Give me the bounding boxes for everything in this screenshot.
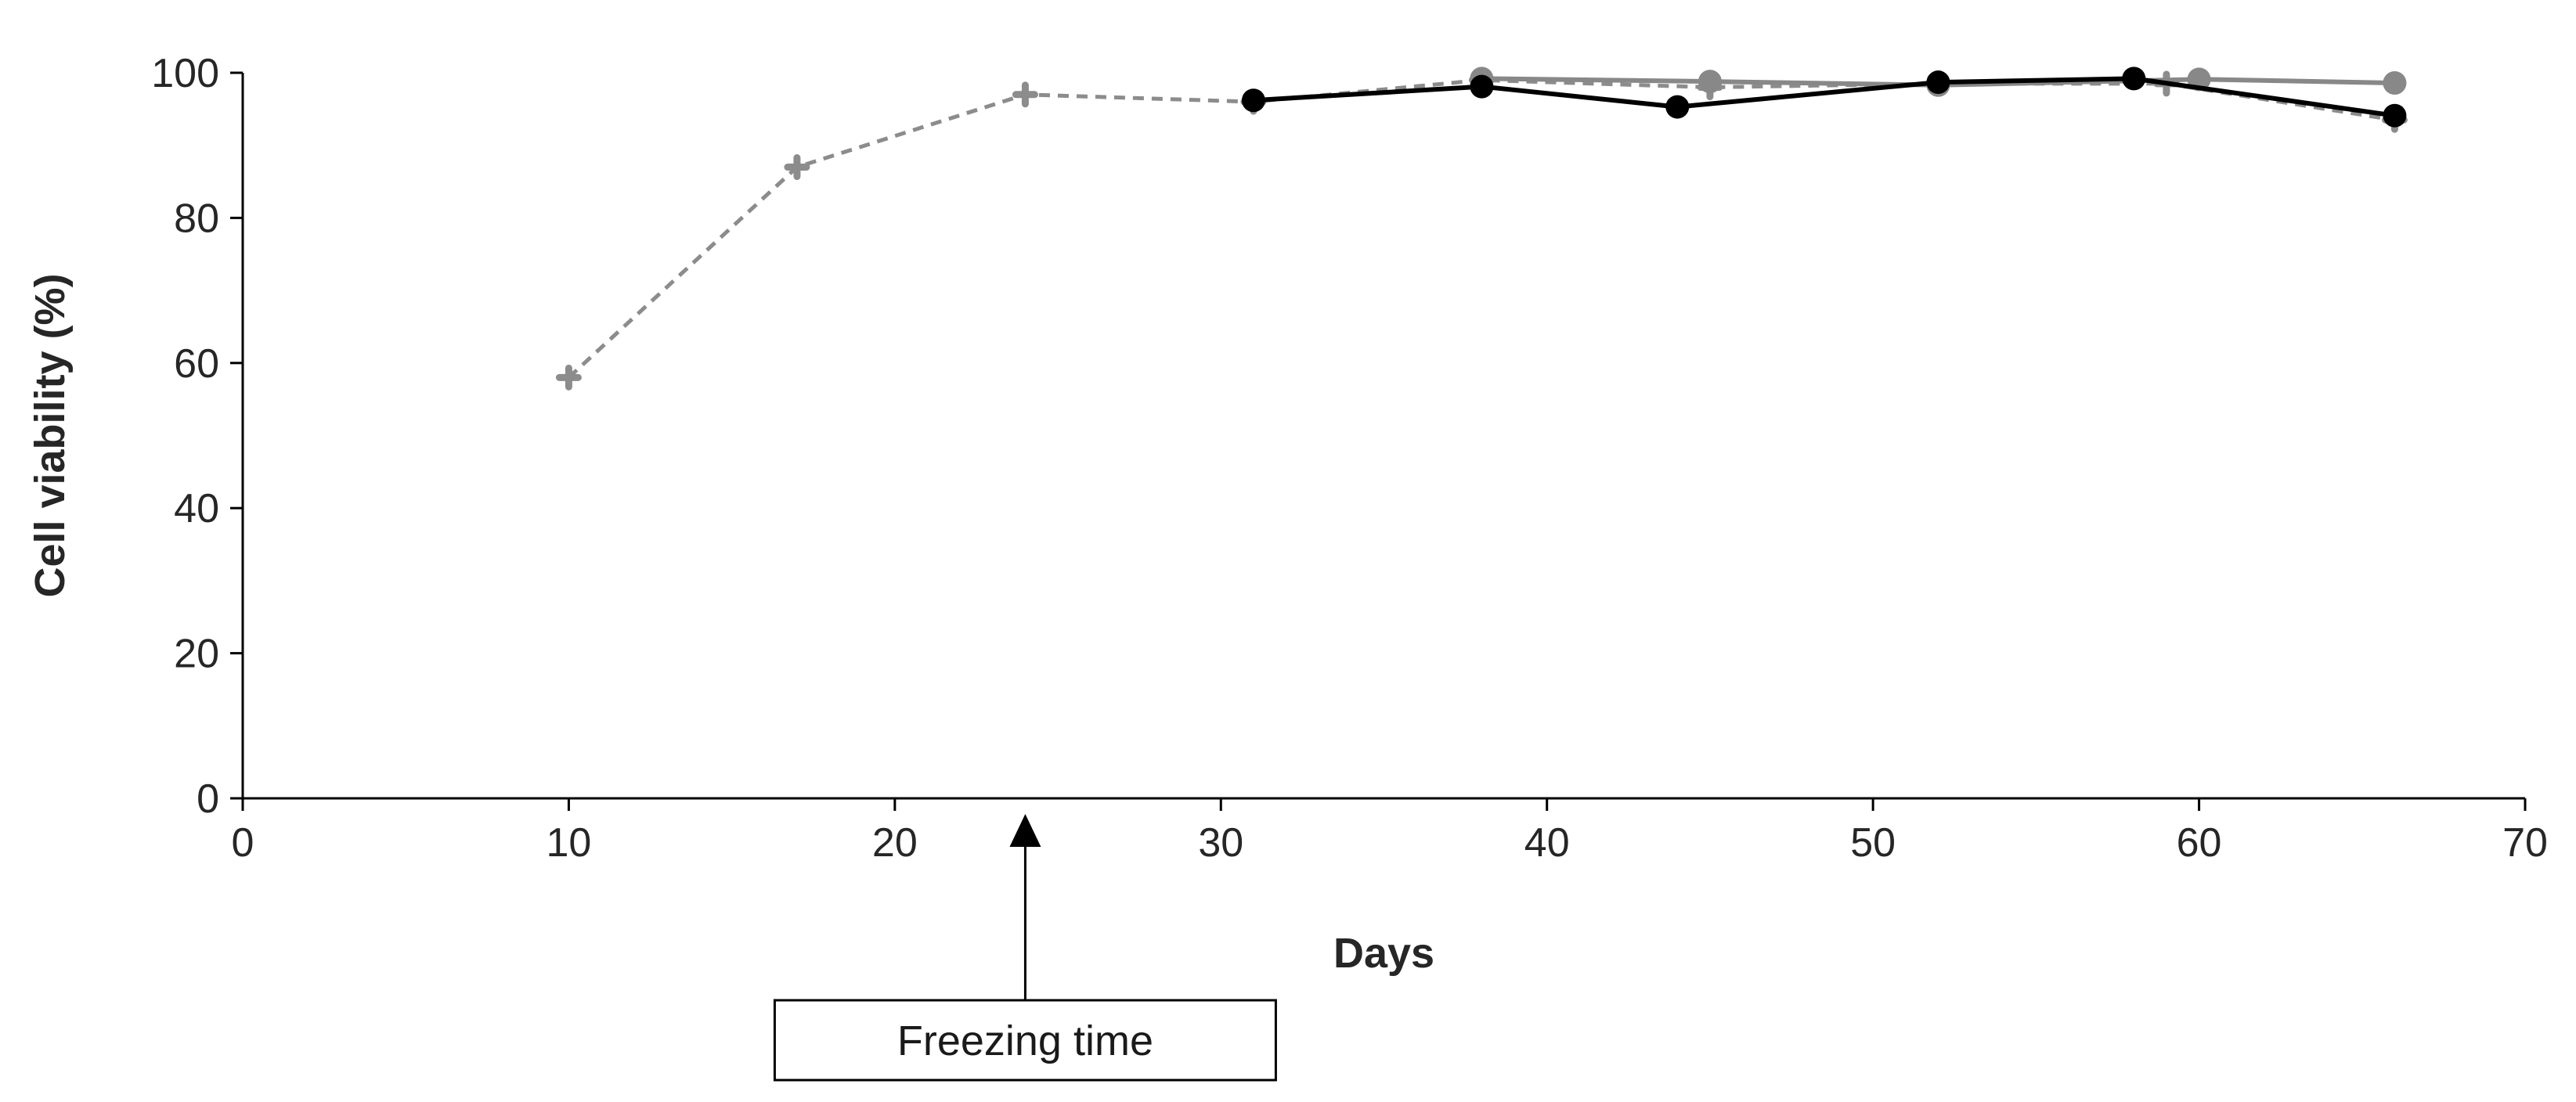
x-tick-label-30: 30 [1198, 820, 1243, 866]
y-tick-label-20: 20 [174, 632, 219, 677]
y-axis-title: Cell viability (%) [27, 273, 74, 597]
series-2 [1241, 67, 2407, 128]
x-tick-label-0: 0 [232, 820, 254, 866]
series-1-point-1 [1697, 70, 1722, 94]
series [555, 67, 2408, 391]
x-tick-label-60: 60 [2177, 820, 2222, 866]
series-2-point-1 [1470, 74, 1494, 99]
series-2-point-2 [1665, 95, 1690, 119]
y-tick-label-100: 100 [151, 51, 219, 96]
series-1-point-4 [2383, 70, 2407, 95]
series-2-line [1253, 76, 2395, 118]
x-tick-label-20: 20 [872, 820, 918, 866]
y-tick-label-60: 60 [174, 341, 219, 387]
x-tick-label-40: 40 [1524, 820, 1570, 866]
annotation-box [773, 999, 1277, 1082]
series-0 [555, 67, 2408, 391]
annotation-arrow-head [1009, 814, 1041, 847]
series-2-point-4 [2122, 67, 2146, 91]
y-tick-label-40: 40 [174, 486, 219, 531]
annotation-label: Freezing time [897, 1017, 1153, 1064]
axes [241, 73, 2525, 800]
x-tick-label-50: 50 [1850, 820, 1896, 866]
ticks: 0 10 20 30 40 50 60 70 0 20 40 60 80 100 [151, 51, 2548, 866]
x-tick-label-10: 10 [547, 820, 592, 866]
x-axis-title: Days [1333, 930, 1434, 977]
x-tick-label-70: 70 [2502, 820, 2548, 866]
series-2-point-3 [1926, 70, 1950, 95]
freezing-time-annotation: Freezing time [773, 814, 1277, 1082]
series-2-point-5 [2383, 103, 2407, 128]
series-2-point-0 [1241, 88, 1265, 113]
y-tick-label-0: 0 [197, 776, 219, 822]
series-0-point-2 [1012, 81, 1038, 108]
y-tick-label-80: 80 [174, 196, 219, 241]
series-0-line [567, 77, 2395, 380]
series-0-point-1 [784, 154, 810, 181]
series-0-point-0 [555, 364, 582, 391]
